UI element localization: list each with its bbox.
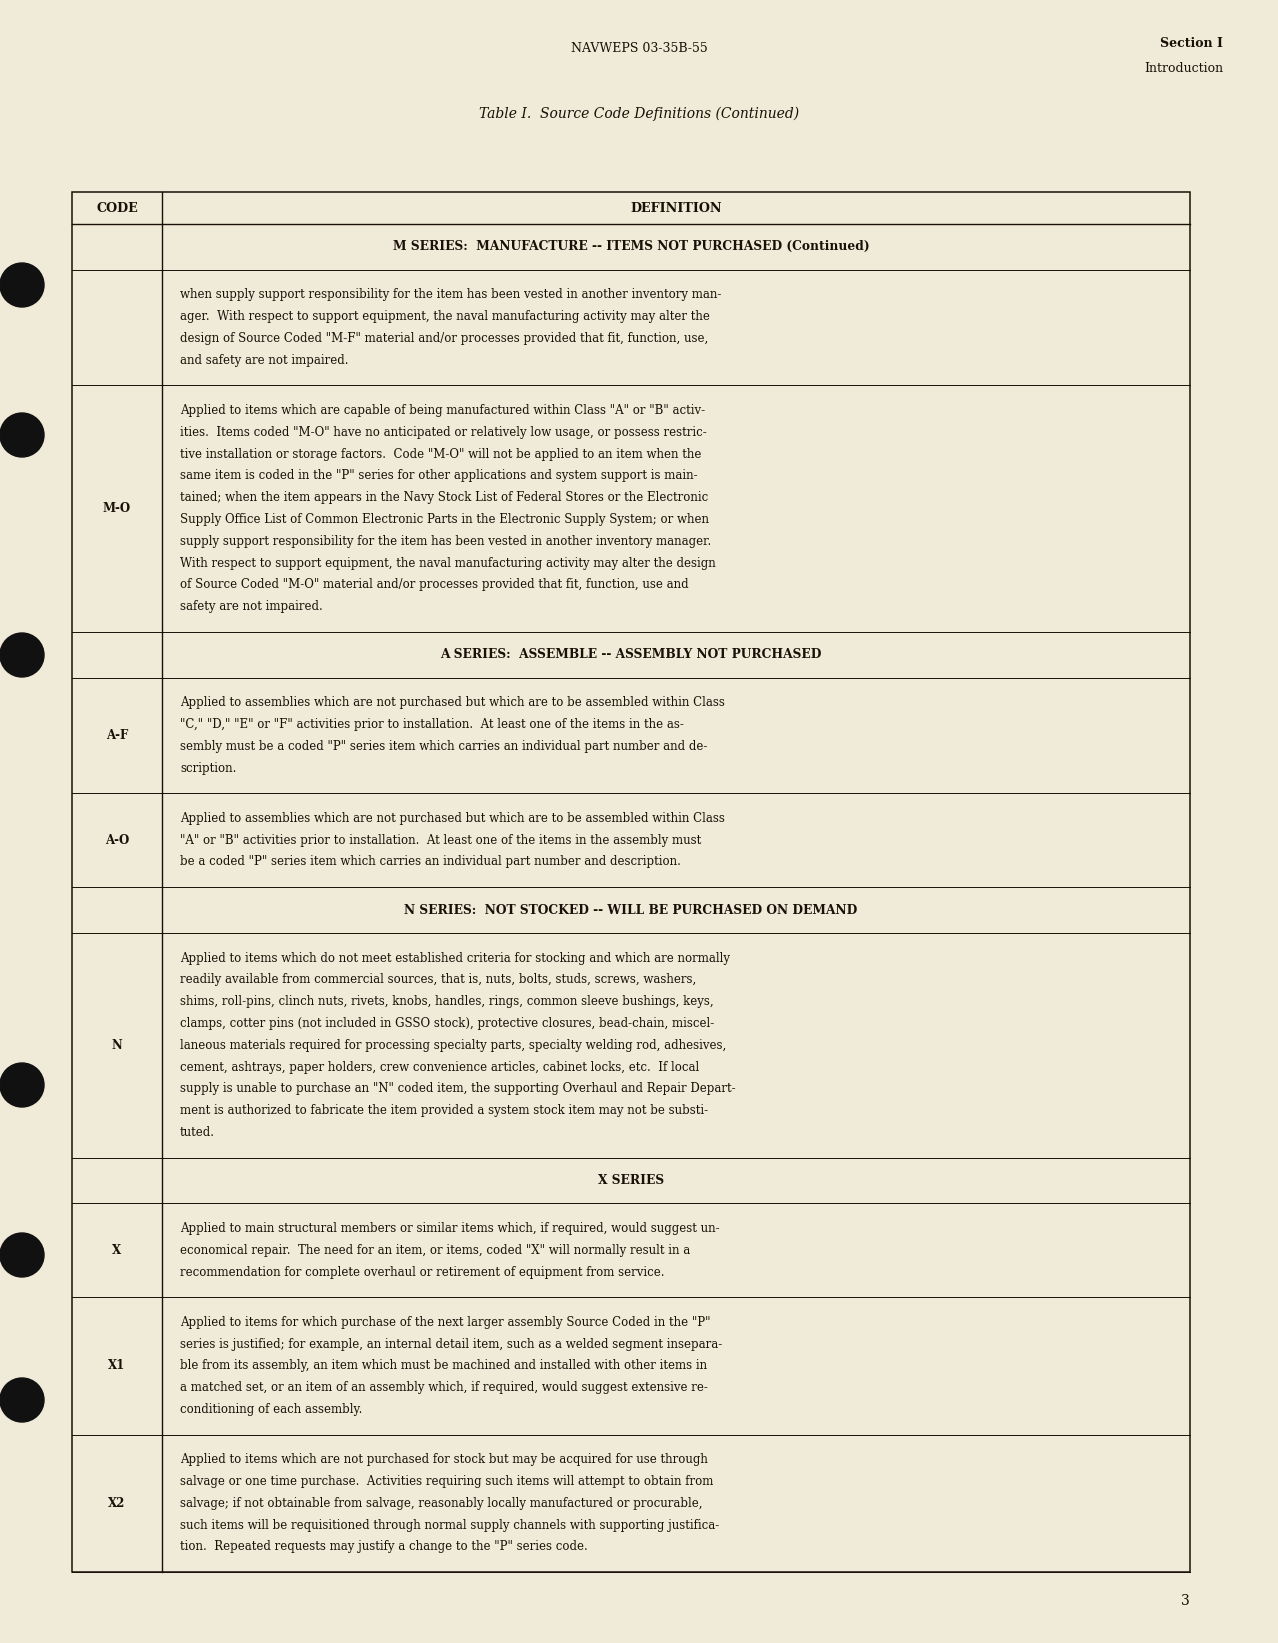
Text: A-O: A-O [105,833,129,846]
Text: DEFINITION: DEFINITION [630,202,722,215]
Text: ities.  Items coded "M-O" have no anticipated or relatively low usage, or posses: ities. Items coded "M-O" have no anticip… [180,426,707,439]
Text: shims, roll-pins, clinch nuts, rivets, knobs, handles, rings, common sleeve bush: shims, roll-pins, clinch nuts, rivets, k… [180,996,713,1009]
Text: X SERIES: X SERIES [598,1175,665,1186]
Text: sembly must be a coded "P" series item which carries an individual part number a: sembly must be a coded "P" series item w… [180,739,708,752]
Text: Section I: Section I [1160,38,1223,49]
Text: 3: 3 [1181,1594,1190,1608]
Text: such items will be requisitioned through normal supply channels with supporting : such items will be requisitioned through… [180,1518,720,1531]
Text: Applied to items for which purchase of the next larger assembly Source Coded in : Applied to items for which purchase of t… [180,1316,711,1329]
Text: tive installation or storage factors.  Code "M-O" will not be applied to an item: tive installation or storage factors. Co… [180,447,702,460]
Text: Applied to items which are not purchased for stock but may be acquired for use t: Applied to items which are not purchased… [180,1452,708,1466]
Text: ble from its assembly, an item which must be machined and installed with other i: ble from its assembly, an item which mus… [180,1359,707,1372]
Text: "A" or "B" activities prior to installation.  At least one of the items in the a: "A" or "B" activities prior to installat… [180,833,702,846]
Text: series is justified; for example, an internal detail item, such as a welded segm: series is justified; for example, an int… [180,1337,722,1351]
Text: Supply Office List of Common Electronic Parts in the Electronic Supply System; o: Supply Office List of Common Electronic … [180,513,709,526]
Text: same item is coded in the "P" series for other applications and system support i: same item is coded in the "P" series for… [180,470,698,483]
Text: salvage; if not obtainable from salvage, reasonably locally manufactured or proc: salvage; if not obtainable from salvage,… [180,1497,703,1510]
Text: a matched set, or an item of an assembly which, if required, would suggest exten: a matched set, or an item of an assembly… [180,1382,708,1395]
Circle shape [0,1232,43,1277]
Text: X2: X2 [109,1497,125,1510]
Circle shape [0,412,43,457]
Circle shape [0,633,43,677]
Text: A SERIES:  ASSEMBLE -- ASSEMBLY NOT PURCHASED: A SERIES: ASSEMBLE -- ASSEMBLY NOT PURCH… [441,649,822,660]
Text: X1: X1 [109,1359,125,1372]
Text: economical repair.  The need for an item, or items, coded "X" will normally resu: economical repair. The need for an item,… [180,1244,690,1257]
Text: With respect to support equipment, the naval manufacturing activity may alter th: With respect to support equipment, the n… [180,557,716,570]
Circle shape [0,1378,43,1421]
Circle shape [0,263,43,307]
Text: laneous materials required for processing specialty parts, specialty welding rod: laneous materials required for processin… [180,1038,726,1052]
Text: readily available from commercial sources, that is, nuts, bolts, studs, screws, : readily available from commercial source… [180,973,697,986]
Text: "C," "D," "E" or "F" activities prior to installation.  At least one of the item: "C," "D," "E" or "F" activities prior to… [180,718,684,731]
Text: Applied to assemblies which are not purchased but which are to be assembled with: Applied to assemblies which are not purc… [180,697,725,710]
Text: scription.: scription. [180,762,236,774]
Text: Applied to items which are capable of being manufactured within Class "A" or "B": Applied to items which are capable of be… [180,404,705,417]
Text: X: X [112,1244,121,1257]
Text: clamps, cotter pins (not included in GSSO stock), protective closures, bead-chai: clamps, cotter pins (not included in GSS… [180,1017,714,1030]
Text: Introduction: Introduction [1144,62,1223,76]
Text: CODE: CODE [96,202,138,215]
Text: tuted.: tuted. [180,1125,215,1139]
Text: tion.  Repeated requests may justify a change to the "P" series code.: tion. Repeated requests may justify a ch… [180,1541,588,1553]
Bar [72,192,1190,1572]
Text: N SERIES:  NOT STOCKED -- WILL BE PURCHASED ON DEMAND: N SERIES: NOT STOCKED -- WILL BE PURCHAS… [404,904,858,917]
Text: of Source Coded "M-O" material and/or processes provided that fit, function, use: of Source Coded "M-O" material and/or pr… [180,578,689,591]
Circle shape [0,1063,43,1107]
Text: safety are not impaired.: safety are not impaired. [180,600,323,613]
Text: when supply support responsibility for the item has been vested in another inven: when supply support responsibility for t… [180,289,721,301]
Text: Applied to assemblies which are not purchased but which are to be assembled with: Applied to assemblies which are not purc… [180,812,725,825]
Text: conditioning of each assembly.: conditioning of each assembly. [180,1403,363,1416]
Text: N: N [111,1038,123,1052]
Text: supply support responsibility for the item has been vested in another inventory : supply support responsibility for the it… [180,536,712,547]
Text: and safety are not impaired.: and safety are not impaired. [180,353,349,366]
Text: ager.  With respect to support equipment, the naval manufacturing activity may a: ager. With respect to support equipment,… [180,311,709,324]
Text: design of Source Coded "M-F" material and/or processes provided that fit, functi: design of Source Coded "M-F" material an… [180,332,708,345]
Text: M-O: M-O [104,503,132,516]
Text: recommendation for complete overhaul or retirement of equipment from service.: recommendation for complete overhaul or … [180,1265,665,1278]
Text: NAVWEPS 03-35B-55: NAVWEPS 03-35B-55 [570,43,708,54]
Text: supply is unable to purchase an "N" coded item, the supporting Overhaul and Repa: supply is unable to purchase an "N" code… [180,1083,736,1096]
Text: ment is authorized to fabricate the item provided a system stock item may not be: ment is authorized to fabricate the item… [180,1104,708,1117]
Text: be a coded "P" series item which carries an individual part number and descripti: be a coded "P" series item which carries… [180,856,681,869]
Text: M SERIES:  MANUFACTURE -- ITEMS NOT PURCHASED (Continued): M SERIES: MANUFACTURE -- ITEMS NOT PURCH… [392,240,869,253]
Text: Table I.  Source Code Definitions (Continued): Table I. Source Code Definitions (Contin… [479,107,799,122]
Text: Applied to items which do not meet established criteria for stocking and which a: Applied to items which do not meet estab… [180,951,730,964]
Text: Applied to main structural members or similar items which, if required, would su: Applied to main structural members or si… [180,1222,720,1236]
Text: cement, ashtrays, paper holders, crew convenience articles, cabinet locks, etc. : cement, ashtrays, paper holders, crew co… [180,1060,699,1073]
Text: salvage or one time purchase.  Activities requiring such items will attempt to o: salvage or one time purchase. Activities… [180,1475,713,1489]
Text: A-F: A-F [106,729,128,743]
Text: tained; when the item appears in the Navy Stock List of Federal Stores or the El: tained; when the item appears in the Nav… [180,491,708,504]
